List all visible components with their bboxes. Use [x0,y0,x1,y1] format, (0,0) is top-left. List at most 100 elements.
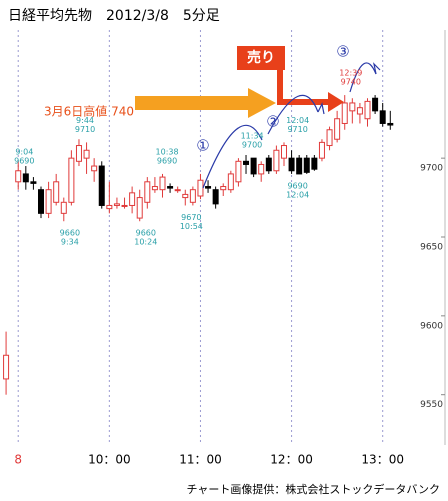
candle-body [379,110,386,124]
x-tick-label: 13：00 [361,453,404,467]
candle-body [265,157,272,172]
candle-body [75,145,82,162]
candle-body [250,157,257,175]
candle-body [121,204,128,207]
candle-body [311,157,318,170]
wave-label: ② [266,113,279,131]
candle-body [60,201,67,214]
candle-body [53,181,60,203]
candle-body [136,197,143,219]
candle-body [205,186,212,189]
candle-body [280,145,287,159]
annotation: 11:34 [241,132,264,141]
annotation: 10:24 [134,238,157,247]
annotation: 9670 [181,213,201,222]
candle-body [235,160,242,183]
candle-body [341,102,348,124]
annotation: 9:04 [15,147,33,156]
candle-body [15,170,22,183]
wave-label: ① [196,137,209,155]
wave [202,124,263,189]
candle-body [334,118,341,140]
candle-body [197,179,204,197]
wave-label: ③ [336,43,349,61]
candle-body [349,102,356,112]
chart-title: 日経平均先物 2012/3/8 5分足 [8,8,220,24]
annotation: 9740 [341,78,361,87]
candle-body [167,186,174,189]
candle-body [22,173,29,183]
candle-body [296,157,303,175]
candles [3,95,394,395]
y-tick-label: 9700 [420,164,443,174]
candle-body [129,192,136,206]
annotation: 9:44 [76,116,94,125]
annotation: 9690 [287,181,307,190]
sell-arrow-head [328,92,344,112]
candle-body [318,141,325,159]
candle-body [151,186,158,191]
y-tick-label: 9550 [420,400,443,410]
annotation: 10:38 [156,147,179,156]
candle-body [30,181,37,184]
x-tick-label: 11：00 [179,453,222,467]
orange-arrow [135,88,276,118]
candle-body [243,160,250,165]
wave [267,94,319,135]
candle-body [356,107,363,115]
annotation: 9660 [60,229,80,238]
candle-body [3,354,10,380]
candle-body [174,189,181,192]
candle-body [288,157,295,172]
y-tick-label: 9600 [420,321,443,331]
callout-sell: 売り [247,49,275,66]
footer: チャート画像提供：株式会社ストックデータバンク [187,482,440,496]
candle-body [273,149,280,172]
wave-tip [317,102,325,115]
annotation: 10:54 [180,222,203,231]
annotation: 12:04 [286,116,309,125]
candle-body [387,122,394,126]
annotation: 9700 [242,141,262,150]
candle-body [220,186,227,191]
x-tick-label: 10：00 [88,453,131,467]
candle-body [189,189,196,203]
callout-high: 3月6日高値 740 [44,104,134,119]
candle-body [83,149,90,159]
candle-body [159,176,166,191]
annotation: 9690 [14,156,34,165]
candle-body [38,189,45,214]
x-tick-label: 8 [14,453,22,467]
annotation: 9660 [136,229,156,238]
candle-body [106,204,113,210]
candle-body [182,193,189,199]
candle-body [144,181,151,203]
candle-body [372,97,379,112]
annotation: 12:04 [286,190,309,199]
annotation: 12:39 [339,69,362,78]
sell-box [237,46,285,70]
candle-body [45,189,52,214]
candle-body [364,100,371,120]
x-tick-label: 12：00 [270,453,313,467]
grid [17,30,445,445]
annotation: 9690 [157,156,177,165]
annotation: 9710 [75,125,95,134]
y-tick-label: 9650 [420,243,443,253]
annotation: 9:34 [61,238,79,247]
candle-body [227,173,234,191]
candle-body [68,157,75,203]
candle-body [212,189,219,205]
sell-arrow [277,70,330,105]
candle-body [98,165,105,206]
wave-tip [373,62,381,75]
candle-body [113,203,120,206]
candle-body [91,165,98,172]
annotation: 9710 [287,125,307,134]
candle-body [326,129,333,147]
wave [349,62,377,93]
candle-body [303,157,310,173]
candle-body [258,163,265,175]
